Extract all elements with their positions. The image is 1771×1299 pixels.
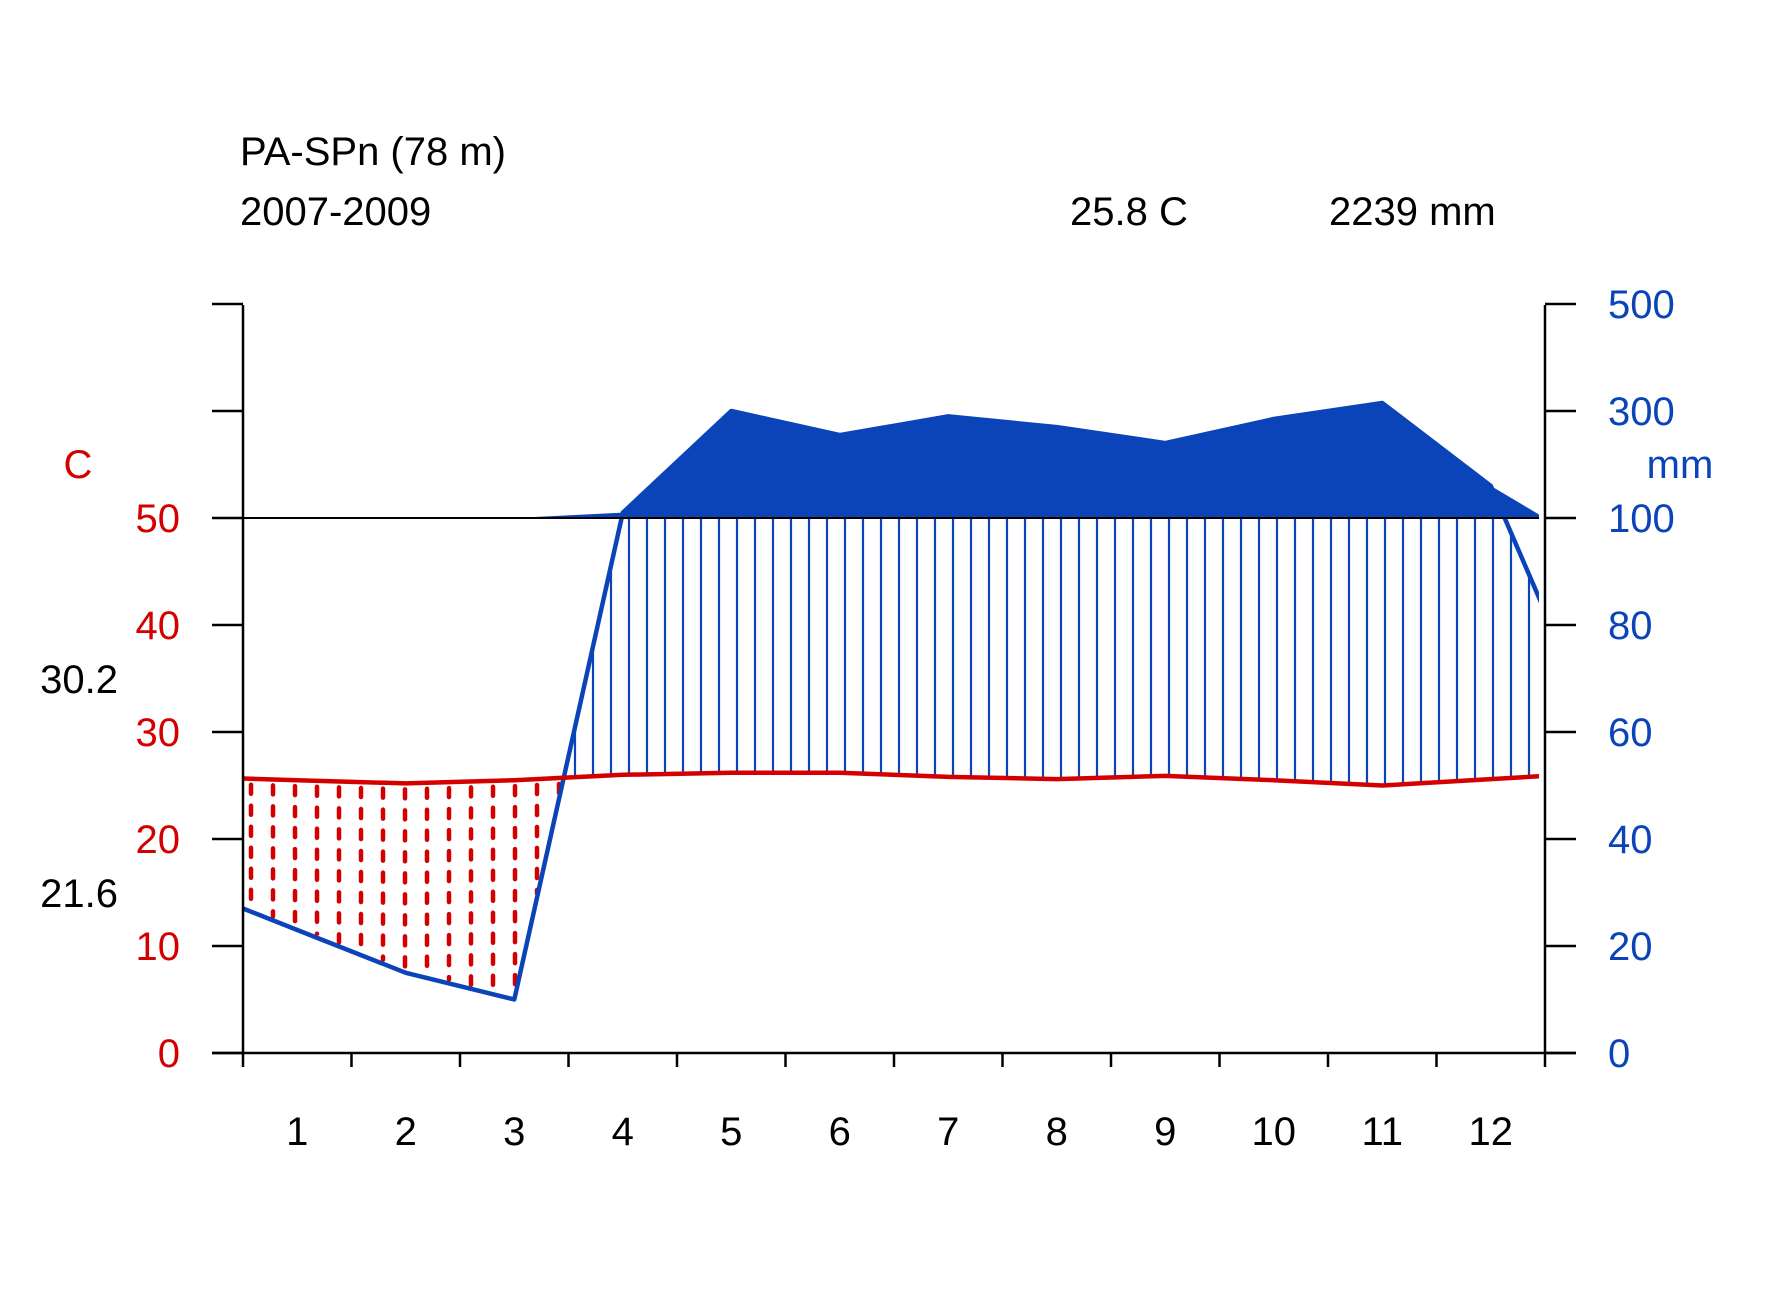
annual-precipitation-label: 2239 mm [1329, 190, 1496, 234]
left-tick-label: 20 [136, 818, 181, 862]
precipitation-over-100-fill [243, 402, 1539, 518]
left-tick-label: 50 [136, 497, 181, 541]
series-lines [242, 400, 1539, 1002]
period-label: 2007-2009 [240, 190, 431, 234]
left-axis-title: C [64, 443, 93, 487]
month-label: 2 [395, 1110, 417, 1154]
month-label: 8 [1046, 1110, 1068, 1154]
month-label: 6 [829, 1110, 851, 1154]
right-tick-label: 0 [1608, 1032, 1630, 1076]
right-tick-label: 20 [1608, 925, 1653, 969]
month-label: 3 [503, 1110, 525, 1154]
mean-temperature-label: 25.8 C [1070, 190, 1188, 234]
right-axis-title: mm [1647, 443, 1714, 487]
axes [212, 302, 1576, 1067]
max-temperature-label: 30.2 [40, 658, 118, 702]
humid-season-fill [243, 402, 1539, 518]
right-tick-label: 500 [1608, 283, 1675, 327]
station-title: PA-SPn (78 m) [240, 130, 506, 174]
month-label: 1 [286, 1110, 308, 1154]
month-label: 12 [1469, 1110, 1514, 1154]
perhumid-hatching [573, 518, 1531, 786]
month-label: 5 [720, 1110, 742, 1154]
temperature-line [242, 770, 1539, 788]
month-label: 10 [1252, 1110, 1297, 1154]
min-temperature-label: 21.6 [40, 872, 118, 916]
left-tick-label: 0 [158, 1032, 180, 1076]
left-tick-label: 40 [136, 604, 181, 648]
right-tick-label: 60 [1608, 711, 1653, 755]
left-tick-label: 30 [136, 711, 181, 755]
month-label: 4 [612, 1110, 634, 1154]
month-label: 11 [1361, 1110, 1403, 1154]
precipitation-line [242, 400, 1539, 1002]
right-tick-label: 100 [1608, 497, 1675, 541]
right-tick-label: 300 [1608, 390, 1675, 434]
month-label: 7 [937, 1110, 959, 1154]
right-tick-label: 80 [1608, 604, 1653, 648]
right-tick-label: 40 [1608, 818, 1653, 862]
left-tick-label: 10 [136, 925, 181, 969]
dry-season-dots [248, 781, 562, 995]
month-label: 9 [1154, 1110, 1176, 1154]
